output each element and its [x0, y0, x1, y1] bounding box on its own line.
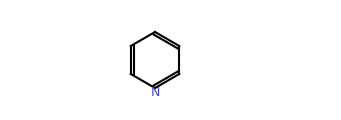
Text: N: N: [150, 87, 160, 99]
